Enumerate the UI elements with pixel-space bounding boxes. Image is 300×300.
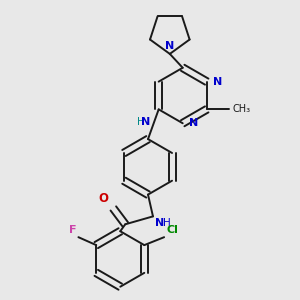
Text: CH₃: CH₃ <box>232 104 250 114</box>
Text: N: N <box>213 76 222 87</box>
Text: F: F <box>69 225 76 235</box>
Text: H: H <box>137 117 144 127</box>
Text: N: N <box>141 117 150 127</box>
Text: Cl: Cl <box>166 225 178 235</box>
Text: N: N <box>189 118 198 128</box>
Text: O: O <box>98 193 108 206</box>
Text: N: N <box>155 218 164 228</box>
Text: N: N <box>165 41 174 51</box>
Text: H: H <box>163 218 171 228</box>
